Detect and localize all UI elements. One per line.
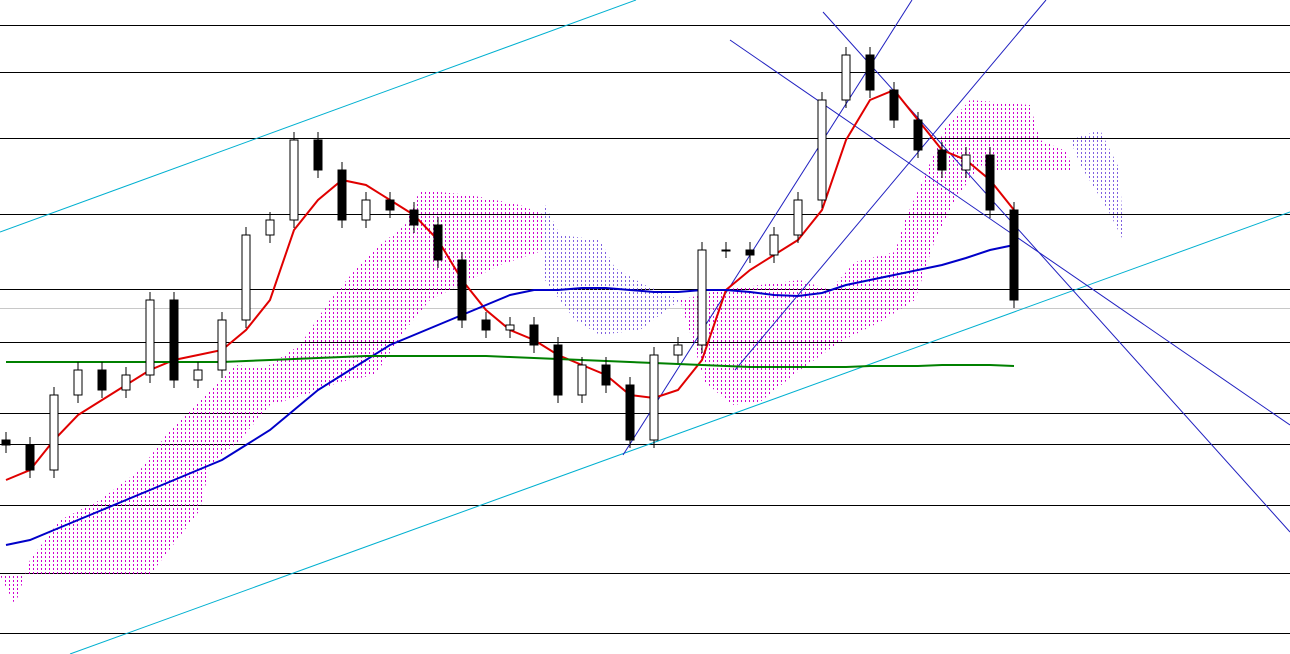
candle-body — [625, 384, 635, 441]
candle-body — [313, 139, 323, 171]
levels — [0, 25, 1290, 634]
candle-body — [169, 299, 179, 381]
candle-body — [841, 54, 851, 101]
candle-body — [241, 234, 251, 321]
candle-body — [817, 99, 827, 201]
moving-average — [6, 355, 1015, 368]
candle-body — [913, 119, 923, 151]
candle-body — [649, 354, 659, 441]
candle-body — [721, 249, 731, 252]
candle-body — [985, 154, 995, 211]
moving-average — [5, 244, 1015, 546]
candle-body — [121, 374, 131, 391]
candle-body — [97, 369, 107, 391]
candle-body — [337, 169, 347, 221]
candle-body — [553, 344, 563, 396]
candle-body — [601, 364, 611, 386]
candle-body — [217, 319, 227, 371]
candle-body — [937, 149, 947, 171]
candle-body — [73, 369, 83, 396]
candle-body — [433, 224, 443, 261]
candle-body — [865, 54, 875, 91]
candle-body — [745, 249, 755, 256]
cloud — [0, 100, 1123, 605]
candle-body — [673, 344, 683, 356]
candle-body — [769, 234, 779, 256]
candle-body — [961, 154, 971, 171]
candle-body — [1009, 209, 1019, 301]
candle-body — [793, 199, 803, 236]
candle-body — [529, 324, 539, 346]
candle-body — [289, 139, 299, 221]
candle-body — [145, 299, 155, 376]
candle-body — [409, 209, 419, 226]
candle-body — [577, 364, 587, 396]
candle-body — [361, 199, 371, 221]
candle-body — [481, 319, 491, 331]
candle-body — [1, 439, 11, 446]
candle-body — [49, 394, 59, 471]
candle-body — [457, 259, 467, 321]
candle-body — [505, 324, 515, 331]
candle-body — [265, 219, 275, 236]
candle-body — [889, 89, 899, 121]
candle-body — [193, 369, 203, 381]
candle-body — [697, 249, 707, 346]
candle-body — [25, 444, 35, 471]
candle-body — [385, 199, 395, 211]
